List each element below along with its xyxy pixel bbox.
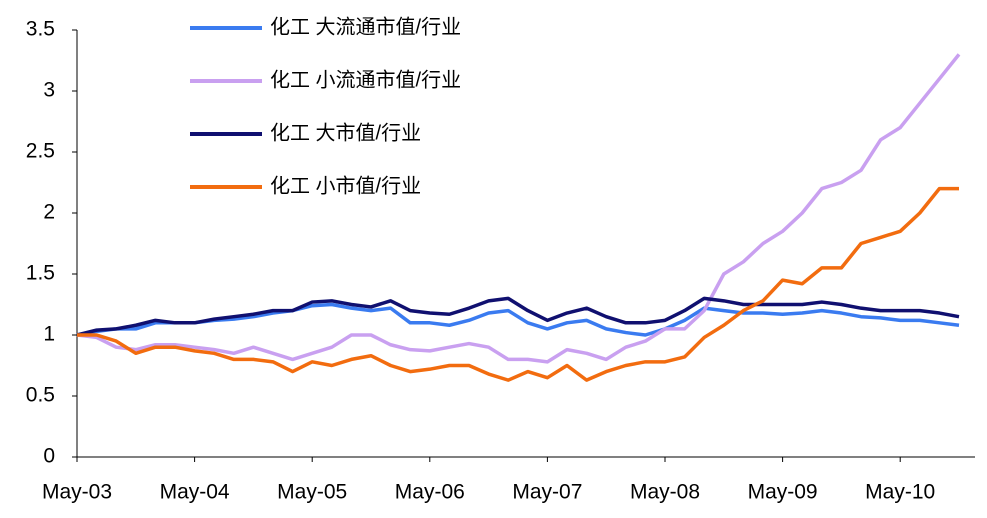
x-tick-label: May-05 (277, 481, 347, 504)
y-tick-label: 2.5 (26, 140, 55, 163)
x-tick-label: May-03 (42, 481, 112, 504)
x-tick-label: May-10 (865, 481, 935, 504)
series-line (76, 296, 960, 337)
series-line (76, 302, 960, 337)
y-tick-label: 3.5 (26, 18, 55, 41)
y-tick-label: 3 (43, 79, 55, 102)
x-tick-label: May-04 (160, 481, 230, 504)
legend-label: 化工 小市值/行业 (270, 174, 421, 197)
y-tick-label: 0 (43, 445, 55, 468)
y-tick-label: 1.5 (26, 262, 55, 285)
y-tick-label: 1 (43, 323, 55, 346)
x-tick-label: May-08 (630, 481, 700, 504)
y-tick-label: 0.5 (26, 384, 55, 407)
legend-label: 化工 大市值/行业 (270, 121, 421, 144)
y-tick-label: 2 (43, 201, 55, 224)
legend-label: 化工 小流通市值/行业 (270, 68, 461, 91)
series-line (77, 186, 959, 382)
x-tick-label: May-07 (512, 481, 582, 504)
series-line (76, 53, 961, 364)
legend-label: 化工 大流通市值/行业 (270, 15, 461, 38)
x-tick-label: May-09 (748, 481, 818, 504)
x-tick-label: May-06 (395, 481, 465, 504)
